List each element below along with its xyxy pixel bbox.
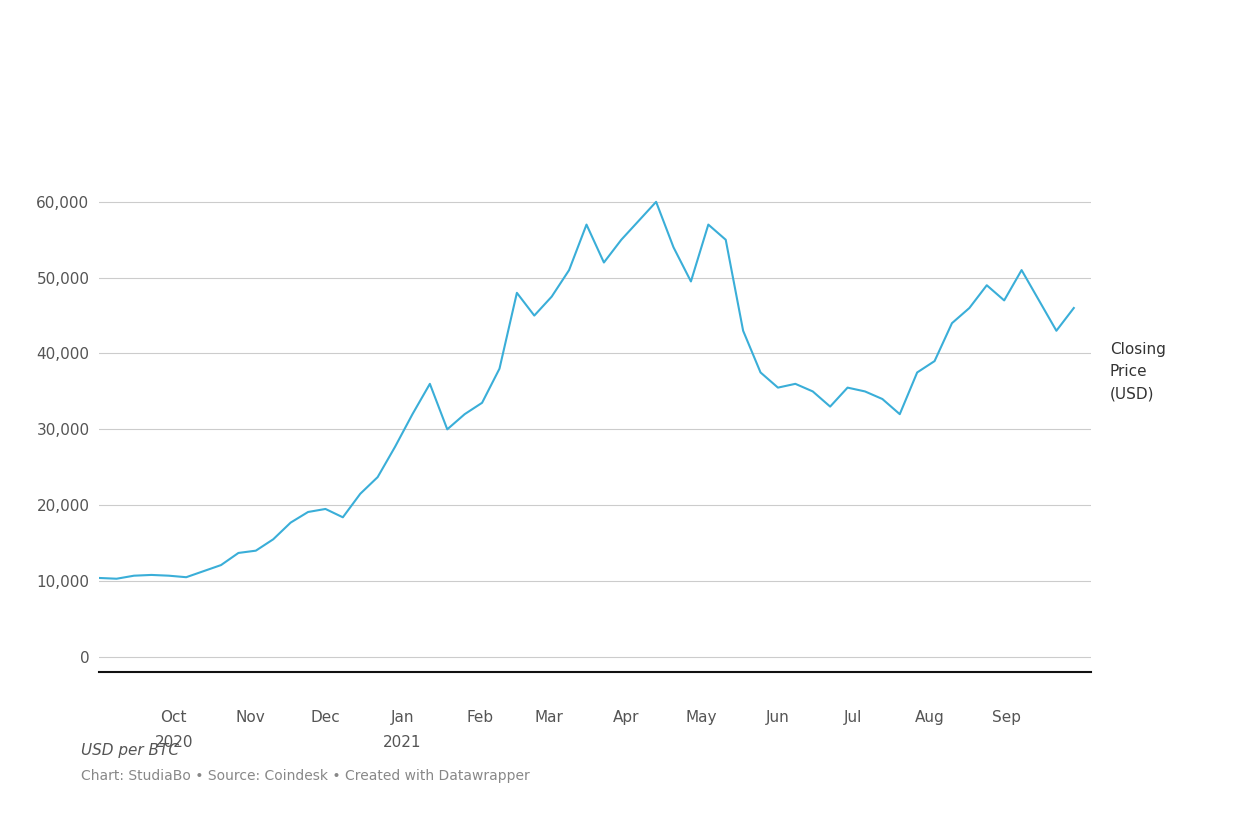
Text: Jul: Jul <box>843 710 862 725</box>
Text: 2021: 2021 <box>383 735 422 750</box>
Text: Aug: Aug <box>915 710 945 725</box>
Text: USD per BTC: USD per BTC <box>81 743 179 759</box>
Text: Jun: Jun <box>766 710 790 725</box>
Text: Feb: Feb <box>466 710 494 725</box>
Text: May: May <box>686 710 717 725</box>
Text: Chart: StudiaBo • Source: Coindesk • Created with Datawrapper: Chart: StudiaBo • Source: Coindesk • Cre… <box>81 769 529 783</box>
Text: Apr: Apr <box>613 710 640 725</box>
Text: Closing
Price
(USD): Closing Price (USD) <box>1110 342 1166 402</box>
Text: Dec: Dec <box>310 710 340 725</box>
Text: Nov: Nov <box>236 710 265 725</box>
Text: Sep: Sep <box>992 710 1022 725</box>
Text: Oct: Oct <box>160 710 187 725</box>
Text: Jan: Jan <box>391 710 414 725</box>
Text: 2020: 2020 <box>155 735 193 750</box>
Text: Mar: Mar <box>534 710 564 725</box>
